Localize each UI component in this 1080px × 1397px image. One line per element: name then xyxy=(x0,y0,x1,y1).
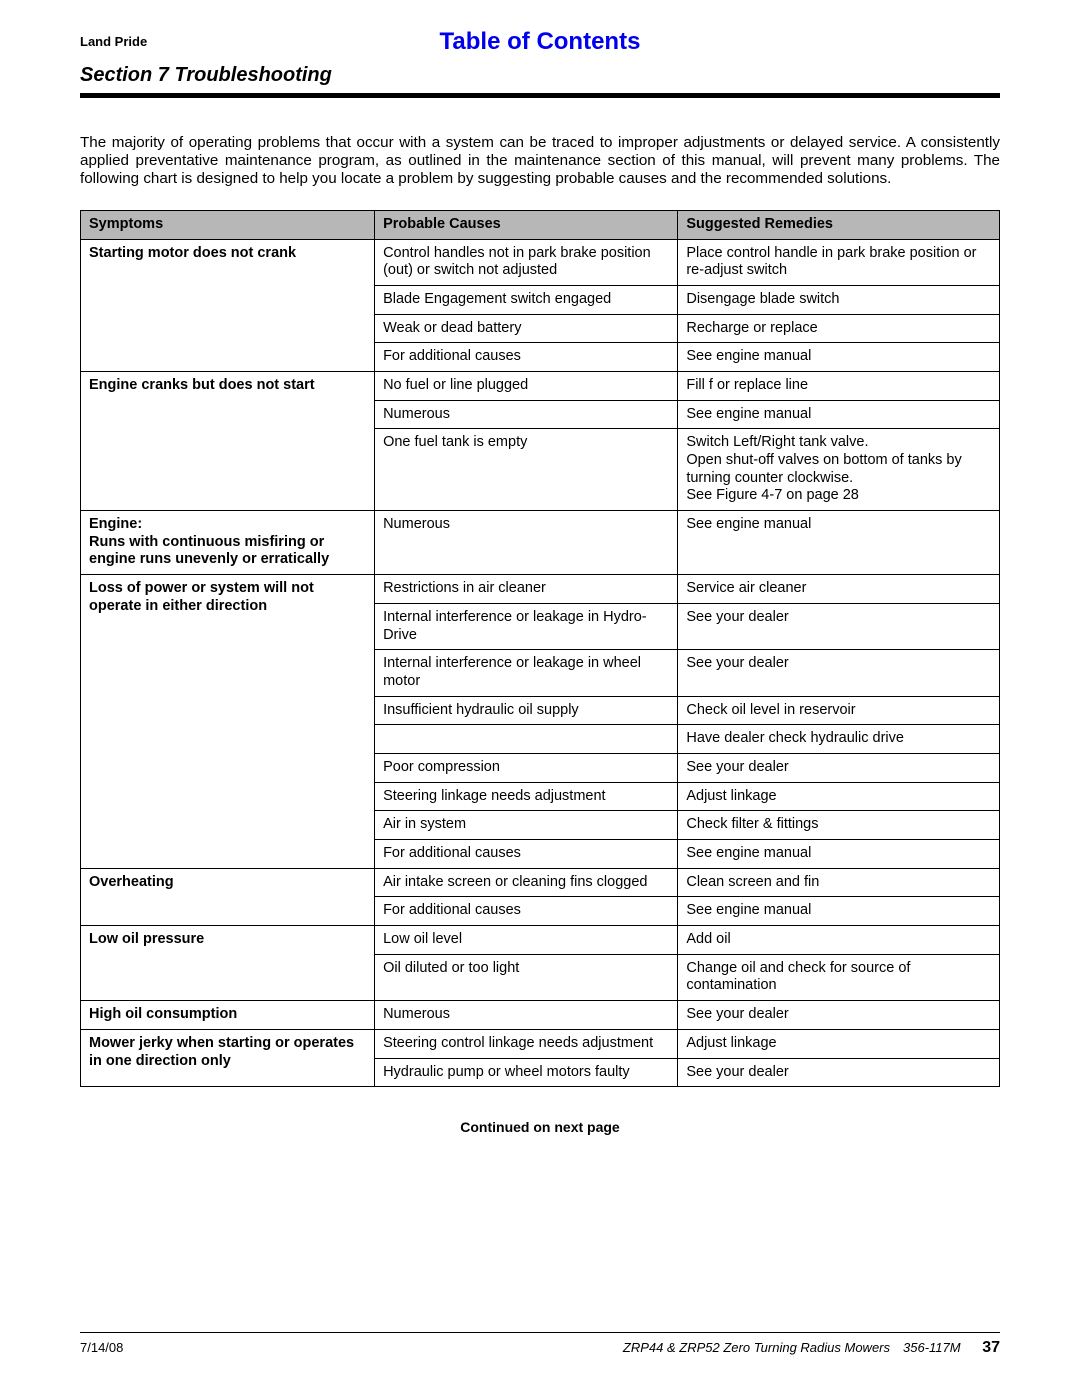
remedy-cell: Adjust linkage xyxy=(678,782,1000,811)
cause-cell: Internal interference or leakage in whee… xyxy=(375,650,678,696)
symptom-cell: Mower jerky when starting or operates in… xyxy=(81,1029,375,1086)
remedy-cell: See engine manual xyxy=(678,343,1000,372)
page: Land Pride Table of Contents Section 7 T… xyxy=(0,0,1080,1397)
cause-cell: Poor compression xyxy=(375,753,678,782)
table-header-row: Symptoms Probable Causes Suggested Remed… xyxy=(81,210,1000,239)
symptom-cell: Starting motor does not crank xyxy=(81,239,375,371)
table-row: Loss of power or system will not operate… xyxy=(81,575,1000,604)
intro-paragraph: The majority of operating problems that … xyxy=(80,134,1000,188)
page-footer: 7/14/08 ZRP44 & ZRP52 Zero Turning Radiu… xyxy=(80,1332,1000,1357)
cause-cell: Air in system xyxy=(375,811,678,840)
symptom-cell: High oil consumption xyxy=(81,1001,375,1030)
table-row: Mower jerky when starting or operates in… xyxy=(81,1029,1000,1058)
toc-link[interactable]: Table of Contents xyxy=(80,28,1000,56)
cause-cell: Restrictions in air cleaner xyxy=(375,575,678,604)
cause-cell: One fuel tank is empty xyxy=(375,429,678,511)
page-header: Land Pride Table of Contents xyxy=(80,28,1000,50)
cause-cell: Numerous xyxy=(375,400,678,429)
section-title: Section 7 Troubleshooting xyxy=(80,64,1000,87)
cause-cell: Oil diluted or too light xyxy=(375,954,678,1000)
remedy-cell: Disengage blade switch xyxy=(678,285,1000,314)
remedy-cell: See your dealer xyxy=(678,650,1000,696)
cause-cell: Control handles not in park brake positi… xyxy=(375,239,678,285)
table-row: Starting motor does not crankControl han… xyxy=(81,239,1000,285)
remedy-cell: See engine manual xyxy=(678,840,1000,869)
col-causes: Probable Causes xyxy=(375,210,678,239)
cause-cell: Numerous xyxy=(375,511,678,575)
remedy-cell: Switch Left/Right tank valve. Open shut-… xyxy=(678,429,1000,511)
footer-date: 7/14/08 xyxy=(80,1340,123,1355)
cause-cell: Air intake screen or cleaning fins clogg… xyxy=(375,868,678,897)
col-symptoms: Symptoms xyxy=(81,210,375,239)
cause-cell xyxy=(375,725,678,754)
cause-cell: Weak or dead battery xyxy=(375,314,678,343)
remedy-cell: See engine manual xyxy=(678,511,1000,575)
remedy-cell: Fill f or replace line xyxy=(678,371,1000,400)
cause-cell: For additional causes xyxy=(375,897,678,926)
cause-cell: No fuel or line plugged xyxy=(375,371,678,400)
symptom-cell: Overheating xyxy=(81,868,375,925)
remedy-cell: See your dealer xyxy=(678,753,1000,782)
symptom-cell: Low oil pressure xyxy=(81,926,375,1001)
remedy-cell: See your dealer xyxy=(678,1058,1000,1087)
header-rule xyxy=(80,93,1000,98)
footer-model: ZRP44 & ZRP52 Zero Turning Radius Mowers… xyxy=(623,1340,961,1355)
remedy-cell: Check filter & fittings xyxy=(678,811,1000,840)
remedy-cell: Place control handle in park brake posit… xyxy=(678,239,1000,285)
remedy-cell: Have dealer check hydraulic drive xyxy=(678,725,1000,754)
cause-cell: Steering control linkage needs adjustmen… xyxy=(375,1029,678,1058)
cause-cell: Hydraulic pump or wheel motors faulty xyxy=(375,1058,678,1087)
remedy-cell: Check oil level in reservoir xyxy=(678,696,1000,725)
table-row: Low oil pressureLow oil levelAdd oil xyxy=(81,926,1000,955)
col-remedies: Suggested Remedies xyxy=(678,210,1000,239)
cause-cell: Low oil level xyxy=(375,926,678,955)
remedy-cell: See your dealer xyxy=(678,1001,1000,1030)
footer-rule xyxy=(80,1332,1000,1333)
symptom-cell: Loss of power or system will not operate… xyxy=(81,575,375,869)
cause-cell: For additional causes xyxy=(375,343,678,372)
remedy-cell: See your dealer xyxy=(678,603,1000,649)
cause-cell: Numerous xyxy=(375,1001,678,1030)
table-row: High oil consumptionNumerousSee your dea… xyxy=(81,1001,1000,1030)
remedy-cell: Recharge or replace xyxy=(678,314,1000,343)
symptom-cell: Engine cranks but does not start xyxy=(81,371,375,510)
troubleshooting-table: Symptoms Probable Causes Suggested Remed… xyxy=(80,210,1000,1087)
cause-cell: Internal interference or leakage in Hydr… xyxy=(375,603,678,649)
cause-cell: For additional causes xyxy=(375,840,678,869)
cause-cell: Steering linkage needs adjustment xyxy=(375,782,678,811)
footer-model-page: ZRP44 & ZRP52 Zero Turning Radius Mowers… xyxy=(623,1339,1000,1357)
remedy-cell: Adjust linkage xyxy=(678,1029,1000,1058)
cause-cell: Insufficient hydraulic oil supply xyxy=(375,696,678,725)
remedy-cell: Add oil xyxy=(678,926,1000,955)
symptom-cell: Engine: Runs with continuous misfiring o… xyxy=(81,511,375,575)
footer-page-number: 37 xyxy=(982,1339,1000,1356)
continued-label: Continued on next page xyxy=(80,1119,1000,1135)
remedy-cell: See engine manual xyxy=(678,400,1000,429)
cause-cell: Blade Engagement switch engaged xyxy=(375,285,678,314)
remedy-cell: Change oil and check for source of conta… xyxy=(678,954,1000,1000)
table-row: Engine cranks but does not startNo fuel … xyxy=(81,371,1000,400)
table-row: Engine: Runs with continuous misfiring o… xyxy=(81,511,1000,575)
remedy-cell: Service air cleaner xyxy=(678,575,1000,604)
remedy-cell: Clean screen and fin xyxy=(678,868,1000,897)
remedy-cell: See engine manual xyxy=(678,897,1000,926)
table-row: OverheatingAir intake screen or cleaning… xyxy=(81,868,1000,897)
